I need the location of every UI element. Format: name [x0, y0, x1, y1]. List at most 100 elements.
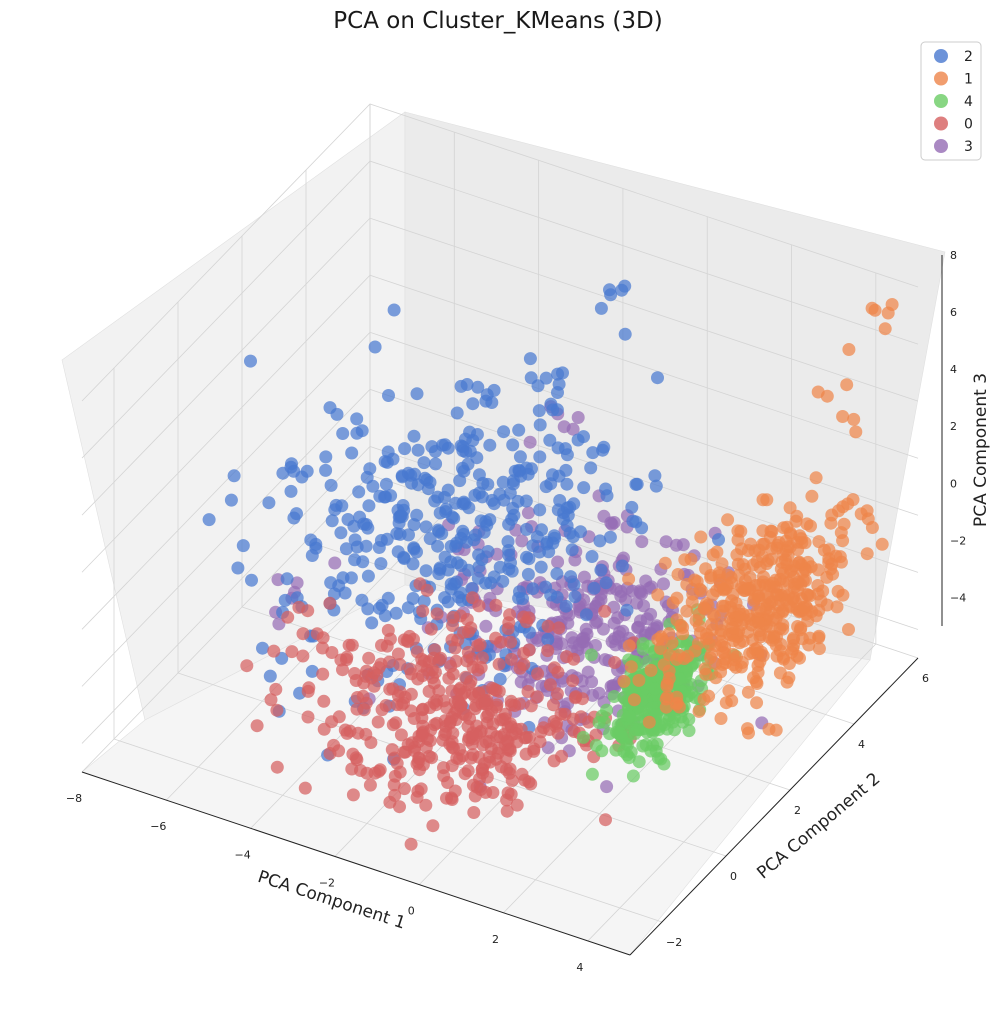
data-point	[846, 493, 860, 507]
data-point	[489, 598, 503, 612]
data-point	[389, 606, 403, 620]
data-point	[512, 463, 526, 477]
data-point	[543, 678, 557, 692]
data-point	[517, 646, 531, 660]
data-point	[766, 613, 780, 627]
data-point	[514, 675, 528, 689]
data-point	[465, 582, 479, 595]
data-point	[349, 751, 363, 765]
data-point	[417, 594, 431, 608]
data-point	[658, 718, 672, 732]
data-point	[523, 352, 537, 366]
data-point	[224, 493, 238, 507]
data-point	[615, 559, 629, 573]
data-point	[506, 438, 520, 452]
data-point	[413, 763, 426, 777]
data-point	[393, 527, 407, 541]
data-point	[657, 577, 670, 591]
data-point	[550, 590, 564, 604]
data-point	[520, 550, 533, 564]
data-point	[406, 557, 420, 571]
data-point	[712, 533, 725, 547]
data-point	[457, 495, 471, 509]
data-point	[393, 658, 407, 671]
data-point	[632, 673, 646, 687]
data-point	[812, 642, 826, 656]
data-point	[840, 378, 854, 392]
data-point	[749, 675, 763, 689]
data-point	[442, 671, 456, 685]
data-point	[404, 667, 418, 681]
tick-labels: −8 −6 −4 −2 0 2 4 −2 0 2 4 6 −4 −2 0 2 4 6 8	[66, 249, 966, 974]
data-point	[764, 524, 778, 538]
data-point	[519, 747, 533, 761]
data-point	[503, 762, 517, 776]
data-point	[397, 503, 411, 517]
data-point	[539, 371, 553, 385]
data-point	[507, 474, 520, 488]
data-point	[676, 538, 690, 552]
data-point	[697, 693, 711, 706]
data-point	[714, 624, 728, 638]
data-point	[365, 616, 379, 630]
data-point	[244, 354, 257, 368]
z-tick-label: 0	[950, 477, 957, 490]
y-tick-label: −2	[666, 936, 682, 949]
legend-marker	[934, 94, 948, 108]
data-point	[296, 649, 310, 663]
data-point	[741, 685, 755, 699]
data-point	[560, 519, 574, 533]
data-point	[416, 604, 430, 618]
data-point	[574, 525, 587, 539]
data-point	[550, 567, 564, 581]
data-point	[371, 715, 385, 729]
data-point	[567, 652, 581, 666]
data-point	[341, 513, 355, 526]
data-point	[345, 638, 359, 652]
y-tick-label: 6	[922, 672, 929, 685]
data-point	[688, 573, 702, 587]
data-point	[509, 726, 523, 740]
data-point	[639, 738, 653, 752]
data-point	[721, 568, 735, 582]
data-point	[489, 631, 503, 645]
data-point	[426, 819, 440, 833]
data-point	[694, 530, 708, 544]
data-point	[285, 645, 299, 659]
data-point	[589, 738, 603, 752]
legend-marker	[934, 71, 948, 86]
data-point	[694, 584, 708, 598]
legend-label: 4	[964, 94, 973, 110]
data-point	[811, 587, 825, 601]
data-point	[456, 749, 470, 763]
data-point	[842, 623, 855, 636]
data-point	[546, 698, 560, 712]
scatter-points	[202, 279, 899, 851]
data-point	[438, 490, 451, 504]
data-point	[836, 500, 850, 514]
data-point	[710, 545, 724, 559]
data-point	[296, 627, 310, 641]
data-point	[438, 591, 452, 605]
data-point	[276, 466, 290, 480]
data-point	[407, 518, 421, 532]
data-point	[425, 751, 439, 765]
data-point	[441, 563, 455, 577]
x-axis-line	[81, 771, 631, 956]
data-point	[450, 406, 464, 420]
data-point	[603, 530, 617, 544]
data-point	[350, 426, 364, 440]
data-point	[533, 503, 547, 517]
data-point	[600, 489, 614, 503]
data-point	[660, 679, 674, 693]
data-point	[780, 675, 794, 689]
data-point	[736, 634, 750, 648]
data-point	[350, 691, 364, 704]
data-point	[493, 672, 507, 686]
data-point	[585, 767, 599, 781]
data-point	[384, 489, 398, 503]
data-point	[752, 591, 766, 605]
data-point	[792, 555, 806, 569]
data-point	[599, 576, 613, 590]
data-point	[262, 496, 276, 510]
